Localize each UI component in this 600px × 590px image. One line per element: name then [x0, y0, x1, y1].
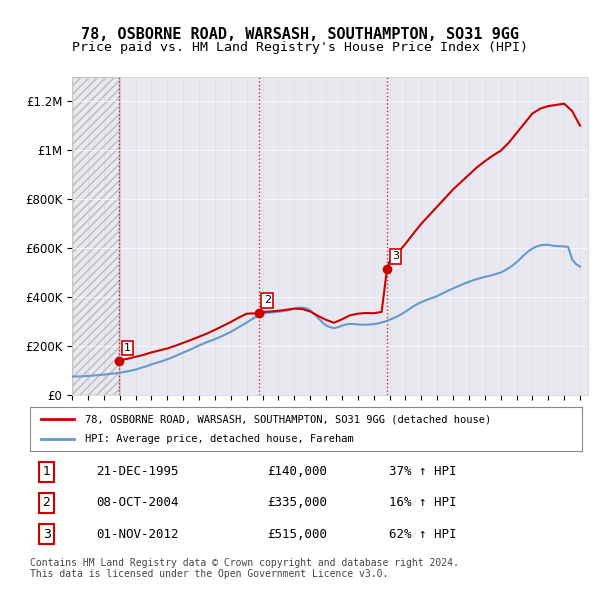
Text: 78, OSBORNE ROAD, WARSASH, SOUTHAMPTON, SO31 9GG (detached house): 78, OSBORNE ROAD, WARSASH, SOUTHAMPTON, … [85, 415, 491, 424]
Text: 01-NOV-2012: 01-NOV-2012 [96, 527, 179, 540]
Text: 2: 2 [43, 496, 50, 510]
Text: 78, OSBORNE ROAD, WARSASH, SOUTHAMPTON, SO31 9GG: 78, OSBORNE ROAD, WARSASH, SOUTHAMPTON, … [81, 27, 519, 41]
Bar [72, 77, 119, 395]
Text: 08-OCT-2004: 08-OCT-2004 [96, 496, 179, 510]
Text: 16% ↑ HPI: 16% ↑ HPI [389, 496, 457, 510]
Text: £515,000: £515,000 [268, 527, 328, 540]
Text: 1: 1 [43, 466, 50, 478]
Text: 37% ↑ HPI: 37% ↑ HPI [389, 466, 457, 478]
Text: 21-DEC-1995: 21-DEC-1995 [96, 466, 179, 478]
Text: 1: 1 [124, 343, 131, 353]
Text: 62% ↑ HPI: 62% ↑ HPI [389, 527, 457, 540]
Text: £335,000: £335,000 [268, 496, 328, 510]
Text: Price paid vs. HM Land Registry's House Price Index (HPI): Price paid vs. HM Land Registry's House … [72, 41, 528, 54]
Text: 2: 2 [263, 296, 271, 306]
Text: 3: 3 [392, 251, 399, 261]
Text: 3: 3 [43, 527, 50, 540]
Text: Contains HM Land Registry data © Crown copyright and database right 2024.
This d: Contains HM Land Registry data © Crown c… [30, 558, 459, 579]
Text: £140,000: £140,000 [268, 466, 328, 478]
Text: HPI: Average price, detached house, Fareham: HPI: Average price, detached house, Fare… [85, 434, 354, 444]
